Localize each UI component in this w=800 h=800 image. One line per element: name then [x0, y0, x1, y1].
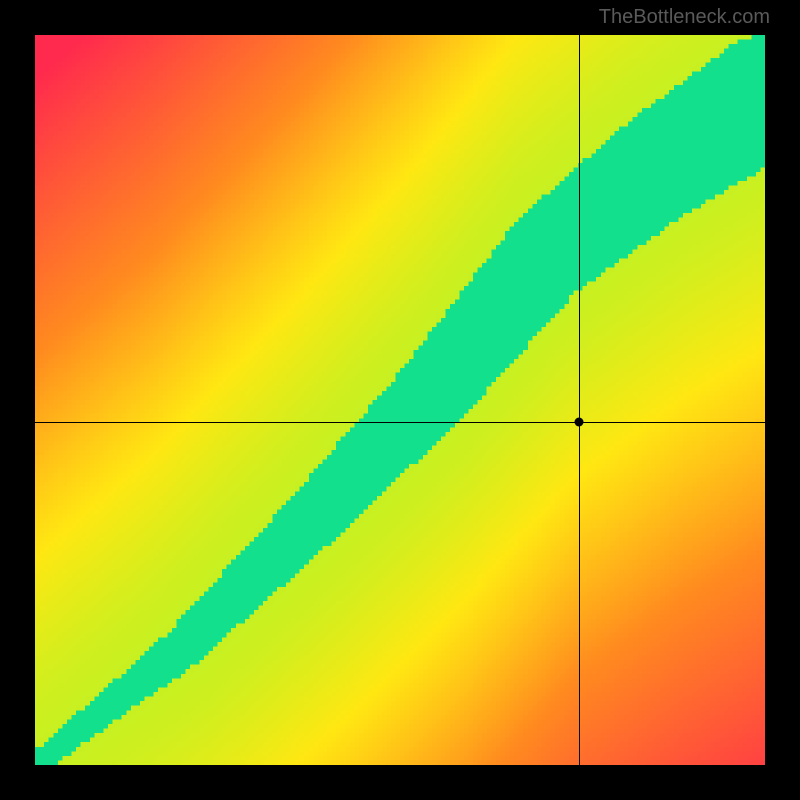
crosshair-dot — [574, 417, 583, 426]
watermark-text: TheBottleneck.com — [599, 6, 770, 29]
heatmap-plot — [35, 35, 765, 765]
crosshair-vertical — [579, 35, 580, 765]
heatmap-canvas — [35, 35, 765, 765]
crosshair-horizontal — [35, 422, 765, 423]
